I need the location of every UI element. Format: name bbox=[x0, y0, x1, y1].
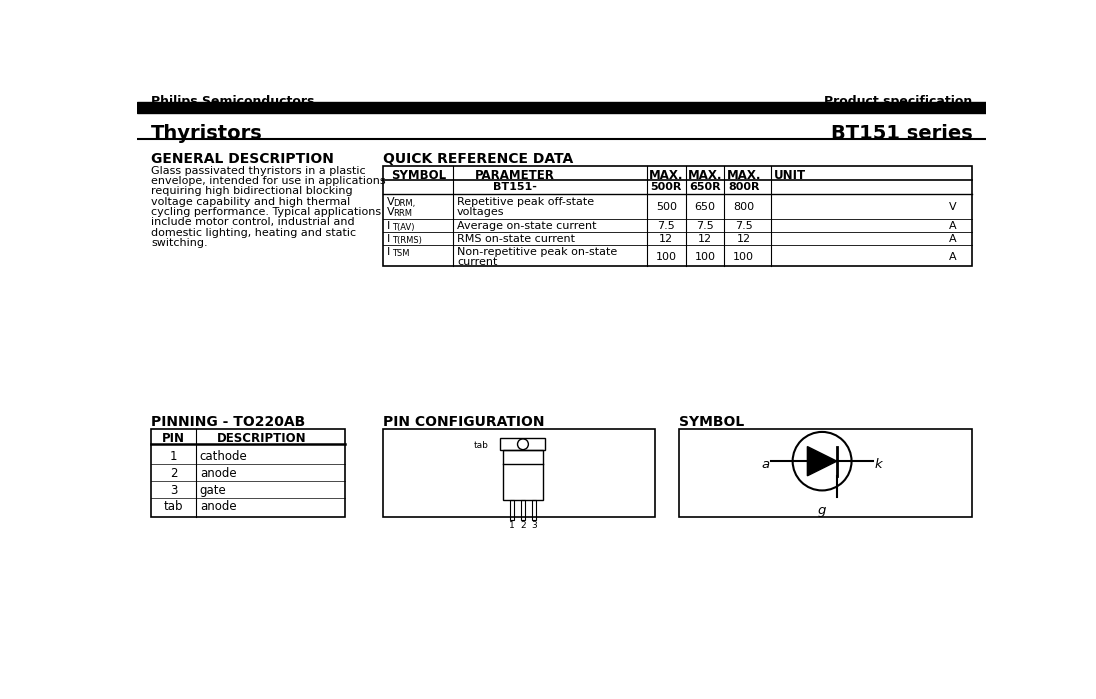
Bar bbox=[384, 429, 654, 517]
Text: requiring high bidirectional blocking: requiring high bidirectional blocking bbox=[151, 187, 353, 196]
Text: 1: 1 bbox=[510, 521, 515, 531]
Text: Average on-state current: Average on-state current bbox=[457, 221, 596, 231]
Text: 500R: 500R bbox=[651, 182, 682, 192]
Text: PINNING - TO220AB: PINNING - TO220AB bbox=[151, 415, 305, 429]
Text: A: A bbox=[949, 234, 957, 244]
Text: 7.5: 7.5 bbox=[658, 221, 675, 231]
Text: MAX.: MAX. bbox=[649, 168, 684, 182]
Text: Philips Semiconductors: Philips Semiconductors bbox=[151, 94, 315, 108]
Text: Repetitive peak off-state: Repetitive peak off-state bbox=[457, 197, 594, 207]
Text: Thyristors: Thyristors bbox=[151, 124, 263, 143]
Text: QUICK REFERENCE DATA: QUICK REFERENCE DATA bbox=[384, 152, 573, 166]
Text: tab: tab bbox=[163, 500, 183, 514]
Text: Non-repetitive peak on-state: Non-repetitive peak on-state bbox=[457, 247, 617, 257]
Text: A: A bbox=[949, 221, 957, 231]
Text: UNIT: UNIT bbox=[774, 168, 807, 182]
Text: MAX.: MAX. bbox=[688, 168, 722, 182]
Text: current: current bbox=[457, 257, 498, 267]
Bar bbox=[680, 429, 972, 517]
Polygon shape bbox=[808, 447, 837, 476]
Text: 12: 12 bbox=[660, 234, 673, 244]
Text: anode: anode bbox=[199, 500, 237, 514]
Text: I: I bbox=[387, 234, 390, 244]
Text: BT151 series: BT151 series bbox=[831, 124, 972, 143]
Bar bbox=[510, 500, 514, 519]
Bar bbox=[137, 102, 986, 113]
Text: tab: tab bbox=[473, 441, 489, 450]
Text: envelope, intended for use in applications: envelope, intended for use in applicatio… bbox=[151, 176, 386, 186]
Text: Product specification: Product specification bbox=[824, 94, 972, 108]
Text: 3: 3 bbox=[170, 484, 178, 496]
Bar bbox=[532, 500, 536, 519]
Text: cycling performance. Typical applications: cycling performance. Typical application… bbox=[151, 207, 381, 217]
Text: a: a bbox=[762, 458, 769, 471]
Text: anode: anode bbox=[199, 466, 237, 480]
Text: k: k bbox=[875, 458, 882, 471]
Text: 1: 1 bbox=[170, 449, 178, 463]
Text: 12: 12 bbox=[698, 234, 712, 244]
Text: 2: 2 bbox=[521, 521, 526, 531]
Text: gate: gate bbox=[199, 484, 227, 496]
Text: 100: 100 bbox=[695, 252, 716, 261]
Bar bbox=[151, 429, 345, 517]
Text: RMS on-state current: RMS on-state current bbox=[457, 234, 575, 244]
Text: T(RMS): T(RMS) bbox=[392, 236, 422, 245]
Text: 3: 3 bbox=[530, 521, 537, 531]
Text: MAX.: MAX. bbox=[727, 168, 761, 182]
Text: voltage capability and high thermal: voltage capability and high thermal bbox=[151, 196, 351, 207]
Text: 650: 650 bbox=[695, 202, 716, 212]
Text: DRM,: DRM, bbox=[393, 199, 415, 208]
Bar bbox=[521, 500, 525, 519]
Bar bbox=[384, 166, 972, 266]
Text: I: I bbox=[387, 221, 390, 231]
Text: V: V bbox=[949, 202, 957, 212]
Text: cathode: cathode bbox=[199, 449, 248, 463]
Text: T(AV): T(AV) bbox=[392, 223, 414, 232]
Text: 800R: 800R bbox=[728, 182, 760, 192]
Text: SYMBOL: SYMBOL bbox=[680, 415, 745, 429]
Text: RRM: RRM bbox=[393, 210, 412, 218]
Text: V: V bbox=[387, 207, 395, 217]
Text: include motor control, industrial and: include motor control, industrial and bbox=[151, 217, 355, 227]
Text: g: g bbox=[818, 503, 826, 517]
Text: GENERAL DESCRIPTION: GENERAL DESCRIPTION bbox=[151, 152, 334, 166]
Text: 12: 12 bbox=[737, 234, 751, 244]
Text: 650R: 650R bbox=[689, 182, 721, 192]
Text: domestic lighting, heating and static: domestic lighting, heating and static bbox=[151, 228, 356, 238]
Bar bbox=[503, 450, 544, 500]
Text: voltages: voltages bbox=[457, 207, 504, 217]
Text: 7.5: 7.5 bbox=[735, 221, 753, 231]
Text: 800: 800 bbox=[733, 202, 754, 212]
Text: V: V bbox=[387, 197, 395, 207]
Text: switching.: switching. bbox=[151, 238, 207, 248]
Text: PIN: PIN bbox=[162, 432, 185, 445]
Text: BT151-: BT151- bbox=[493, 182, 537, 192]
Bar bbox=[501, 438, 546, 450]
Text: 7.5: 7.5 bbox=[696, 221, 713, 231]
Text: Glass passivated thyristors in a plastic: Glass passivated thyristors in a plastic bbox=[151, 166, 366, 175]
Text: PARAMETER: PARAMETER bbox=[476, 168, 556, 182]
Text: PIN CONFIGURATION: PIN CONFIGURATION bbox=[384, 415, 545, 429]
Text: TSM: TSM bbox=[392, 250, 410, 259]
Text: 100: 100 bbox=[733, 252, 754, 261]
Text: SYMBOL: SYMBOL bbox=[391, 168, 446, 182]
Text: I: I bbox=[387, 247, 390, 257]
Text: DESCRIPTION: DESCRIPTION bbox=[217, 432, 307, 445]
Text: 100: 100 bbox=[655, 252, 677, 261]
Text: A: A bbox=[949, 252, 957, 261]
Text: 500: 500 bbox=[655, 202, 677, 212]
Text: 2: 2 bbox=[170, 466, 178, 480]
